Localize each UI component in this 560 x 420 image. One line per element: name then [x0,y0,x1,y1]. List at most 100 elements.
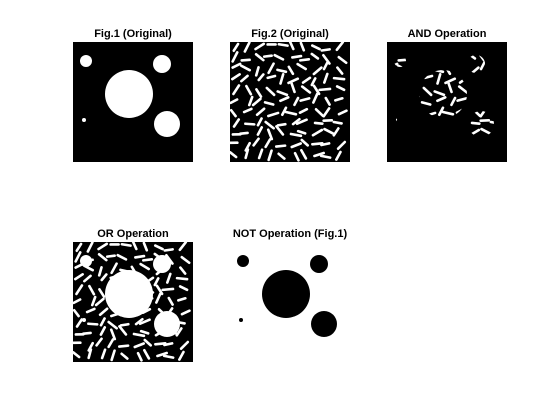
rice-grain [86,242,94,253]
rice-grain [273,53,285,61]
rice-grain [336,66,344,75]
rice-grain [256,126,264,136]
rice-grain [267,62,275,75]
rice-grain [133,342,145,349]
rice-grain [263,101,275,106]
rice-grain [244,122,256,126]
rice-grain [323,127,335,135]
rice-grain [275,125,285,136]
rice-grain [287,77,300,85]
rice-grain [240,58,251,62]
rice-grain [230,151,238,159]
rice-grain [290,82,296,94]
rice-grain [117,344,130,348]
rice-grain [230,108,237,118]
circle-blob [82,318,86,322]
rice-grain [155,284,164,296]
rice-grain [154,341,167,346]
rice-grain [441,110,455,116]
rice-grain [175,327,183,337]
rice-grain [239,64,252,72]
circle-blob [153,255,171,273]
rice-grain [276,68,288,74]
rice-grain [470,121,481,125]
rice-grain [167,296,174,306]
rice-grain [73,308,80,318]
rice-grain [334,96,344,102]
circle-blob [154,111,180,137]
panel-title-and: AND Operation [407,28,487,40]
circle-blob [105,70,153,118]
rice-grain [243,42,251,53]
rice-grain [300,85,312,94]
rice-grain [336,140,347,151]
rice-grain [254,66,260,77]
rice-grain [312,66,323,76]
rice-grain [87,322,99,326]
rice-grain [179,266,187,275]
rice-grain [161,287,175,292]
rice-grain [312,92,319,104]
rice-grain [73,298,82,305]
rice-grain [120,242,132,247]
fig2-image [230,42,350,162]
rice-grain [177,296,187,302]
rice-grain [136,351,143,362]
rice-grain [85,307,96,314]
rice-grain [90,295,97,307]
rice-grain [107,338,115,349]
circle-blob [153,55,171,73]
rice-grain [131,242,138,251]
rice-grain [291,54,303,59]
rice-grain [180,309,191,316]
rice-grain [134,317,144,326]
rice-grain [143,348,151,360]
rice-grain [153,244,164,251]
rice-grain [100,348,107,360]
rice-grain [437,106,445,117]
rice-grain [230,73,241,81]
rice-grain [290,142,302,149]
rice-grain [155,292,162,304]
rice-grain [296,62,308,71]
rice-grain [109,328,117,341]
rice-grain [105,254,116,258]
rice-grain [456,97,468,102]
rice-grain [319,154,332,159]
panel-and-image [387,42,507,162]
rice-grain [256,117,263,127]
rice-grain [163,248,174,252]
rice-grain [175,276,189,281]
rice-grain [163,342,174,347]
rice-grain [139,329,150,335]
rice-grain [88,284,96,296]
rice-grain [75,242,83,253]
rice-grain [98,307,109,317]
rice-grain [310,52,320,60]
rice-grain [267,149,273,162]
rice-grain [242,107,253,114]
image-background [387,42,507,162]
rice-grain [299,42,306,52]
rice-grain [322,61,329,71]
circle-blob [80,255,92,267]
panel-title-fig1: Fig.1 (Original) [94,28,172,40]
rice-grain [231,51,239,63]
rice-grain [337,109,348,116]
or-image [73,242,193,362]
rice-grain [450,96,457,107]
rice-grain [138,318,151,326]
rice-grain [257,73,265,82]
rice-grain [266,74,277,80]
grain-group [230,42,348,162]
circle-blob [80,55,92,67]
rice-grain [300,138,310,147]
panel-title-fig2: Fig.2 (Original) [251,28,329,40]
rice-grain [479,61,486,71]
panel-not-image [230,242,350,362]
rice-grain [95,337,103,347]
rice-grain [120,352,129,360]
rice-grain [83,274,92,283]
rice-grain [116,253,128,261]
panel-title-not: NOT Operation (Fig.1) [232,228,348,240]
